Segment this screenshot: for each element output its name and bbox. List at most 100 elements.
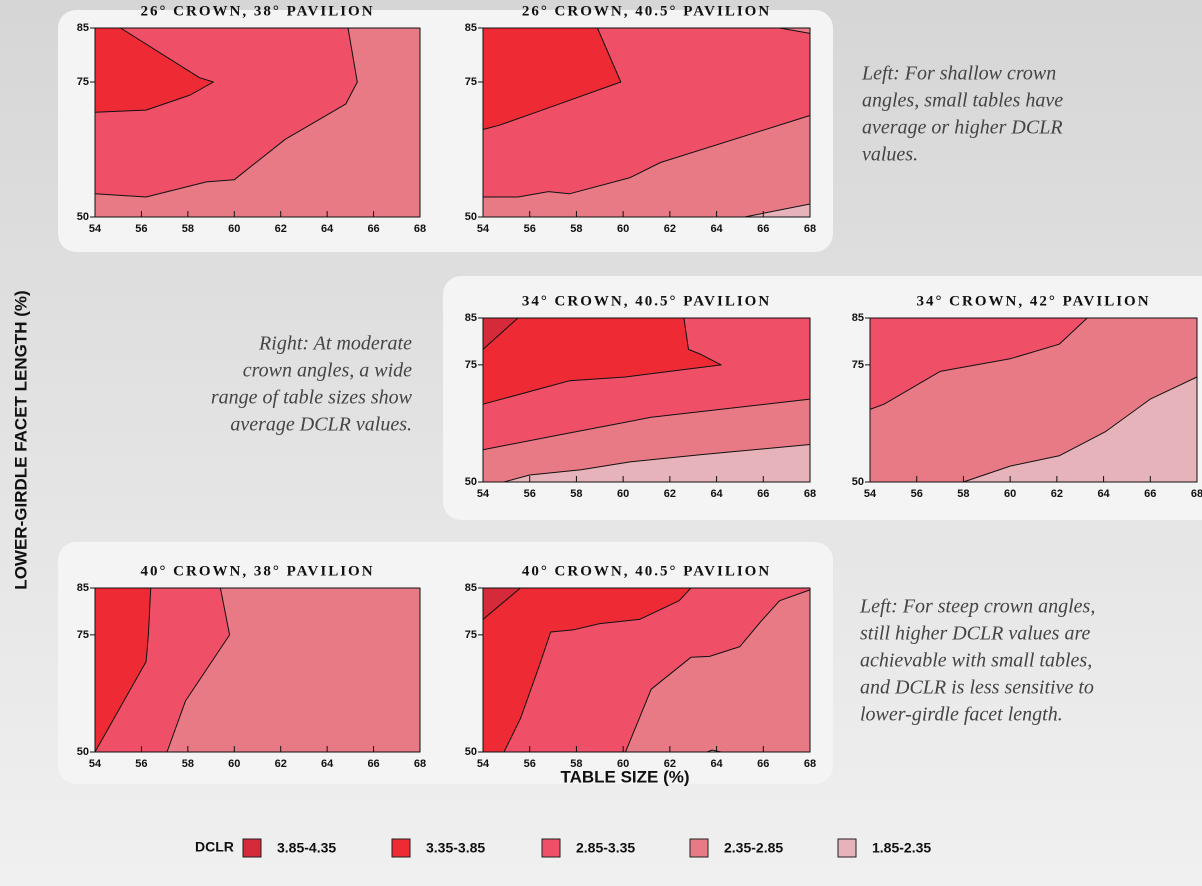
y-tick-label: 75 (77, 76, 89, 88)
x-tick-label: 54 (89, 758, 102, 770)
contour-region (482, 115, 811, 218)
x-tick-label: 60 (617, 488, 629, 500)
x-tick-label: 68 (1191, 488, 1202, 500)
x-tick-label: 64 (321, 223, 334, 235)
y-tick-label: 85 (465, 22, 477, 34)
x-tick-label: 62 (1051, 488, 1063, 500)
x-tick-label: 68 (804, 488, 816, 500)
chart-title: 26° CROWN, 40.5° PAVILION (522, 3, 771, 19)
legend-label: 3.85-4.35 (277, 840, 336, 856)
x-tick-label: 56 (524, 223, 536, 235)
x-tick-label: 60 (1004, 488, 1016, 500)
annotation: and DCLR is less sensitive to (860, 677, 1094, 699)
x-tick-label: 60 (617, 758, 629, 770)
annotation: Left: For shallow crown (861, 63, 1056, 85)
contour-region (962, 376, 1198, 483)
contour-region (503, 444, 811, 483)
contour-region (869, 317, 1088, 410)
x-tick-label: 60 (617, 223, 629, 235)
x-tick-label: 64 (1097, 488, 1110, 500)
x-tick-label: 58 (957, 488, 969, 500)
x-tick-label: 54 (477, 223, 490, 235)
annotation: lower-girdle facet length. (860, 704, 1063, 726)
x-tick-label: 58 (182, 223, 194, 235)
legend-label: 3.35-3.85 (426, 840, 485, 856)
x-tick-label: 60 (228, 758, 240, 770)
x-tick-label: 62 (275, 223, 287, 235)
x-tick-label: 68 (414, 758, 426, 770)
x-tick-label: 54 (477, 758, 490, 770)
legend-title: DCLR (195, 839, 234, 855)
legend-swatch (242, 838, 262, 858)
y-tick-label: 50 (465, 211, 477, 223)
x-tick-label: 56 (524, 488, 536, 500)
x-tick-label: 68 (804, 223, 816, 235)
annotation: achievable with small tables, (860, 650, 1092, 672)
annotation: crown angles, a wide (243, 360, 412, 382)
legend-swatch (689, 838, 709, 858)
y-tick-label: 50 (77, 746, 89, 758)
y-tick-label: 85 (465, 582, 477, 594)
contour-region (94, 27, 214, 113)
x-tick-label: 66 (757, 758, 769, 770)
y-tick-label: 85 (77, 582, 89, 594)
x-axis-label: TABLE SIZE (%) (560, 767, 689, 786)
annotation: range of table sizes show (211, 387, 413, 409)
x-tick-label: 60 (228, 223, 240, 235)
chart-title: 40° CROWN, 40.5° PAVILION (522, 563, 771, 579)
chart-title: 34° CROWN, 42° PAVILION (916, 293, 1150, 309)
y-tick-label: 50 (77, 211, 89, 223)
x-tick-label: 64 (710, 488, 723, 500)
x-tick-label: 68 (804, 758, 816, 770)
chart-title: 26° CROWN, 38° PAVILION (140, 3, 374, 19)
contour-region (482, 317, 722, 405)
x-tick-label: 58 (182, 758, 194, 770)
x-tick-label: 58 (570, 758, 582, 770)
x-tick-label: 58 (570, 223, 582, 235)
x-tick-label: 66 (757, 488, 769, 500)
y-tick-label: 75 (852, 359, 864, 371)
y-tick-label: 75 (465, 629, 477, 641)
legend-swatch (837, 838, 857, 858)
x-tick-label: 58 (570, 488, 582, 500)
chart-title: 40° CROWN, 38° PAVILION (140, 563, 374, 579)
annotation: values. (862, 144, 918, 166)
x-tick-label: 64 (710, 223, 723, 235)
legend-label: 2.35-2.85 (724, 840, 783, 856)
legend-label: 1.85-2.35 (872, 840, 931, 856)
x-tick-label: 56 (135, 758, 147, 770)
y-tick-label: 85 (852, 312, 864, 324)
y-tick-label: 85 (77, 22, 89, 34)
y-tick-label: 50 (465, 476, 477, 488)
annotation: average DCLR values. (230, 414, 412, 436)
contour-region (625, 589, 811, 753)
x-tick-label: 54 (864, 488, 877, 500)
x-tick-label: 62 (664, 488, 676, 500)
x-tick-label: 62 (664, 758, 676, 770)
x-tick-label: 56 (524, 758, 536, 770)
y-tick-label: 75 (465, 359, 477, 371)
annotation: still higher DCLR values are (860, 623, 1090, 645)
legend-label: 2.85-3.35 (576, 840, 635, 856)
x-tick-label: 66 (757, 223, 769, 235)
legend-swatch (541, 838, 561, 858)
x-tick-label: 66 (367, 223, 379, 235)
y-tick-label: 75 (465, 76, 477, 88)
x-tick-label: 64 (321, 758, 334, 770)
legend-swatch (391, 838, 411, 858)
x-tick-label: 62 (664, 223, 676, 235)
x-tick-label: 62 (275, 758, 287, 770)
y-tick-label: 50 (852, 476, 864, 488)
x-tick-label: 56 (911, 488, 923, 500)
annotation: Right: At moderate (258, 333, 412, 355)
y-tick-label: 50 (465, 746, 477, 758)
y-tick-label: 75 (77, 629, 89, 641)
annotation: angles, small tables have (862, 90, 1063, 112)
annotation: average or higher DCLR (862, 117, 1063, 139)
x-tick-label: 56 (135, 223, 147, 235)
y-tick-label: 85 (465, 312, 477, 324)
y-axis-label: LOWER-GIRDLE FACET LENGTH (%) (11, 290, 30, 589)
contour-region (779, 27, 811, 34)
